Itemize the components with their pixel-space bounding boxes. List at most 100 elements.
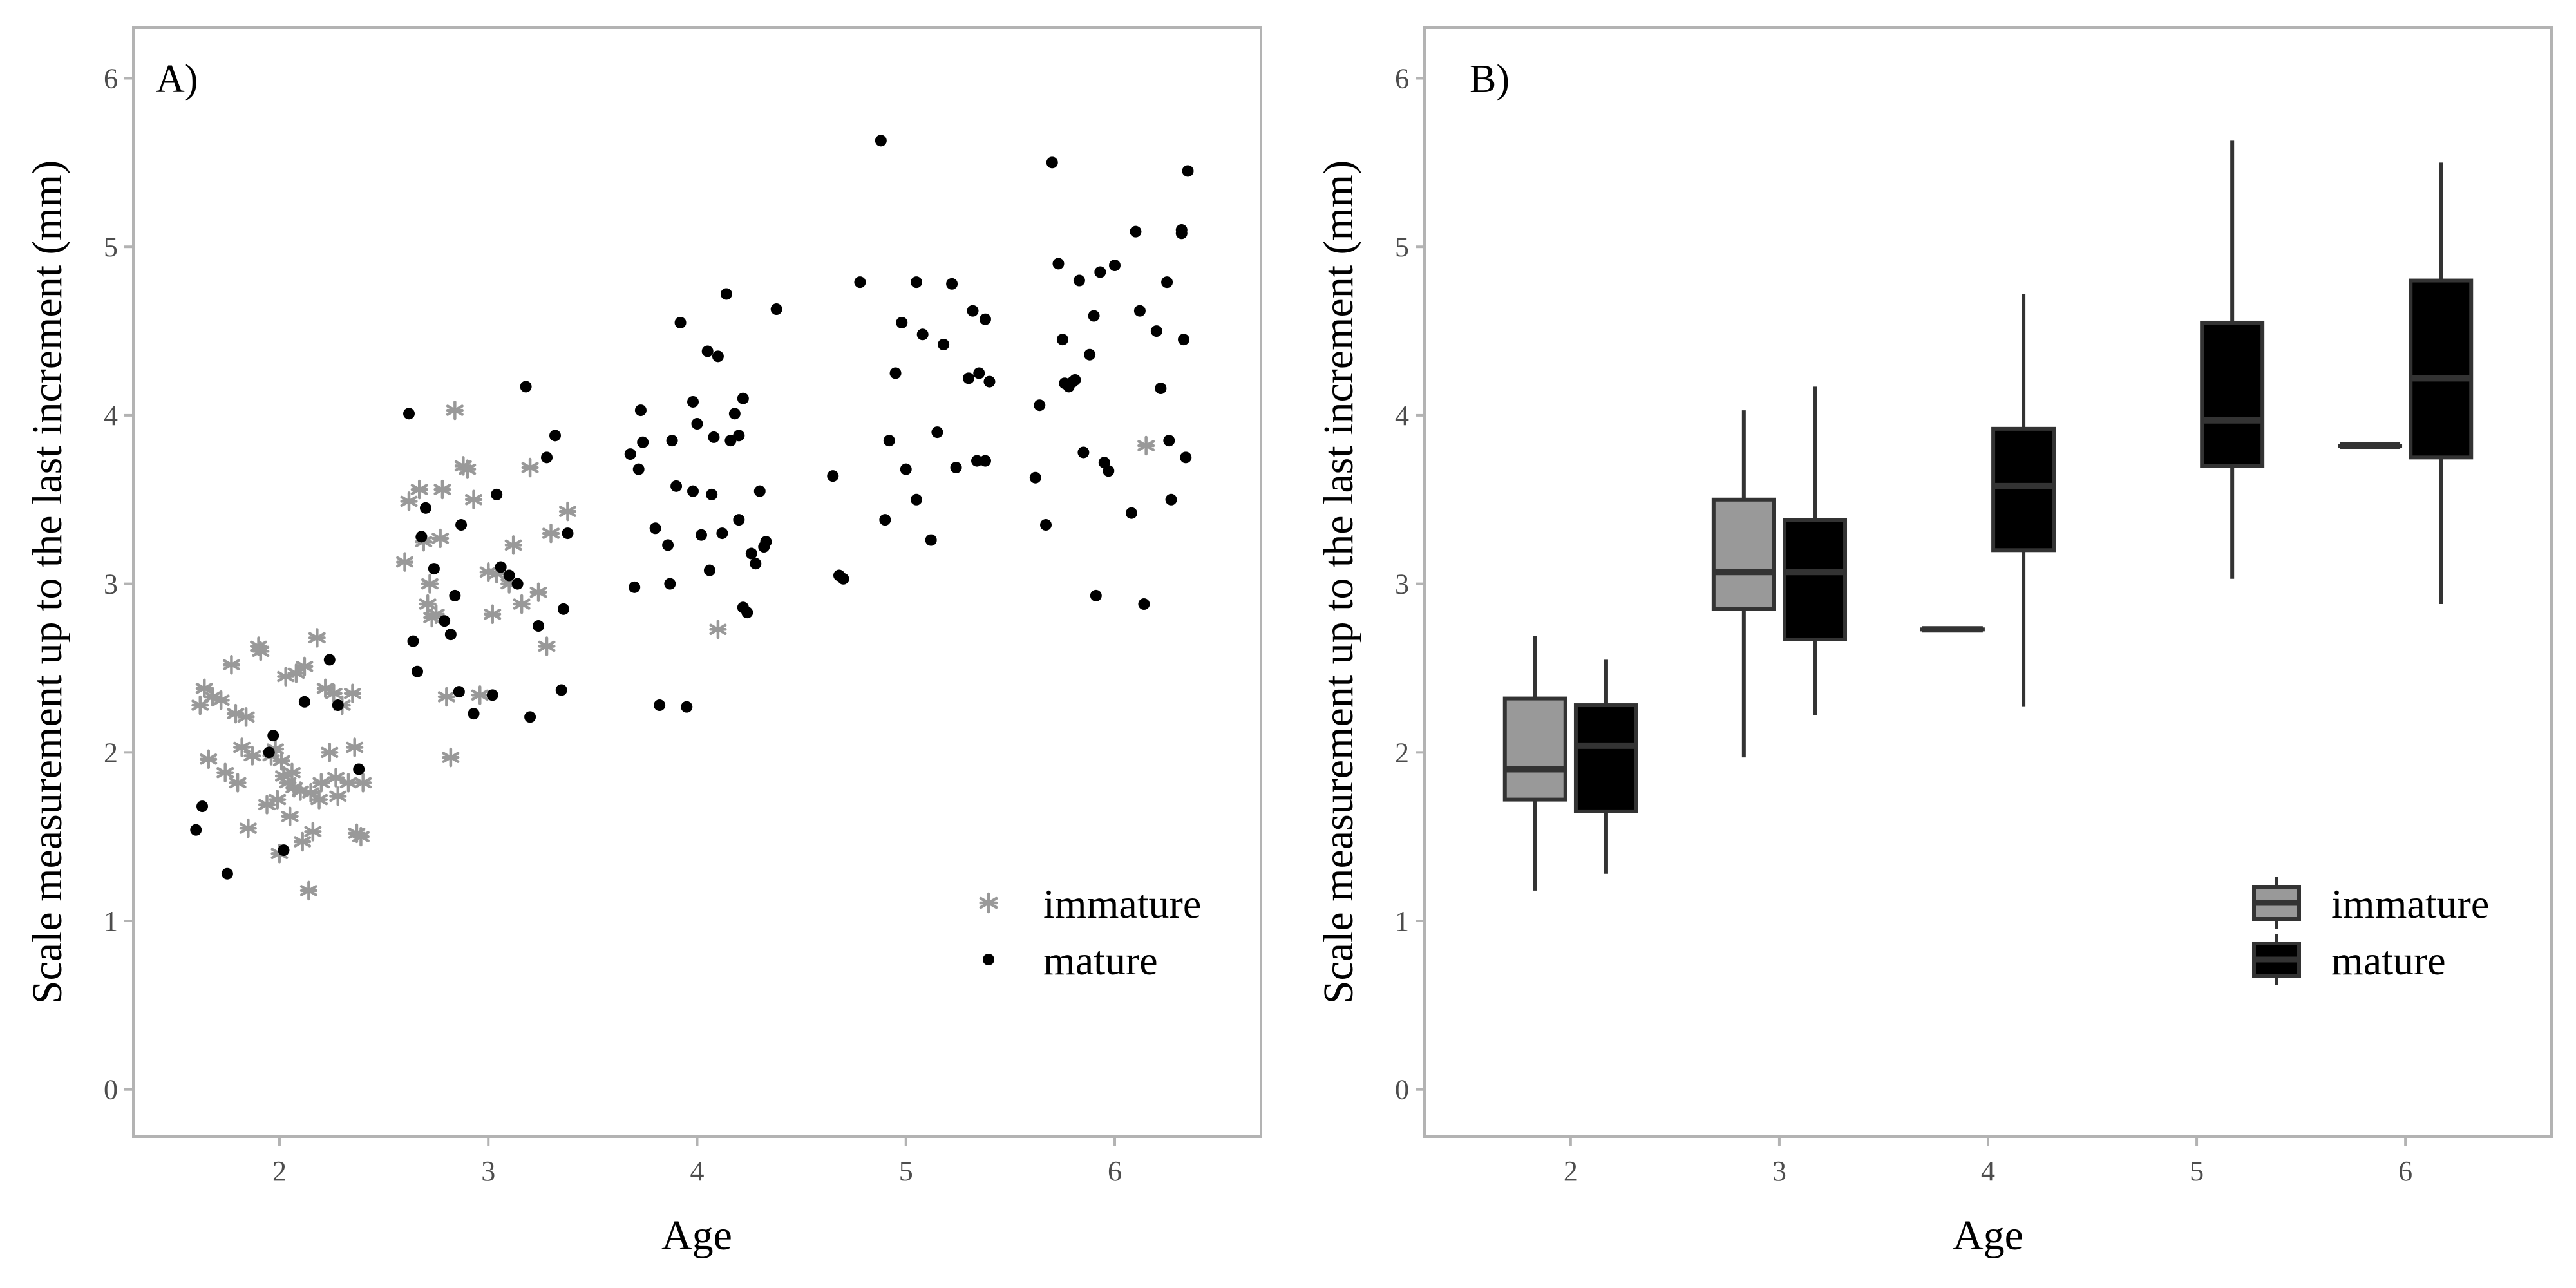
point-mature [1103, 465, 1115, 477]
point-mature [1046, 156, 1058, 169]
point-immature [446, 400, 464, 421]
x-tick-label: 2 [1564, 1155, 1578, 1187]
point-immature [1137, 435, 1155, 456]
legend-b-box-immature-icon [2252, 877, 2301, 929]
point-immature [312, 773, 330, 793]
panel-a: A) 0 1 2 3 4 5 6 2 3 4 5 6 Age Scale measurement u… [24, 26, 1262, 1259]
point-mature [634, 404, 647, 417]
point-mature [524, 711, 536, 723]
point-mature [979, 313, 991, 325]
point-mature [629, 581, 641, 593]
panel-a-x-ticks: 2 3 4 5 6 [272, 1137, 1122, 1187]
box-age3-mature [1783, 386, 1848, 715]
point-mature [468, 708, 480, 720]
point-mature [415, 531, 428, 543]
y-tick-label: 5 [104, 231, 118, 263]
point-mature [196, 800, 209, 813]
x-tick-label: 2 [272, 1155, 287, 1187]
box-age2-mature [1573, 659, 1638, 874]
point-mature [1109, 260, 1121, 271]
point-mature [411, 665, 423, 677]
panel-b-y-ticks: 0 1 2 3 4 5 6 [1395, 63, 1425, 1106]
point-immature [504, 535, 522, 555]
point-mature [221, 867, 233, 880]
point-immature [233, 737, 251, 757]
point-mature [263, 746, 275, 759]
panel-a-x-axis-title: Age [661, 1212, 732, 1259]
point-mature [1088, 310, 1100, 322]
point-mature [190, 824, 202, 836]
point-immature [343, 683, 362, 703]
box-body [1711, 497, 1776, 611]
y-tick-label: 0 [104, 1074, 118, 1106]
legend-b-label-mature: mature [2331, 938, 2446, 983]
point-mature [1130, 225, 1142, 238]
legend-a-asterisk-icon [979, 892, 998, 914]
point-immature [484, 604, 502, 624]
box-body [1502, 696, 1567, 802]
point-mature [1155, 383, 1167, 395]
point-immature [310, 790, 328, 810]
point-mature [896, 316, 908, 328]
point-mature [983, 375, 996, 388]
y-tick-label: 3 [104, 569, 118, 600]
point-immature [410, 479, 428, 500]
y-tick-label: 4 [104, 400, 118, 431]
point-immature [302, 782, 320, 803]
legend-a-label-immature: immature [1043, 881, 1201, 927]
point-immature [431, 528, 450, 549]
panel-a-legend: immature mature [979, 881, 1201, 983]
point-mature [419, 502, 431, 514]
legend-a-label-mature: mature [1043, 938, 1158, 983]
point-mature [931, 426, 943, 439]
point-mature [1077, 446, 1090, 459]
point-immature [308, 628, 326, 648]
point-mature [407, 635, 419, 647]
point-mature [687, 395, 699, 408]
y-tick-label: 4 [1395, 400, 1409, 431]
point-mature [403, 408, 415, 420]
y-tick-label: 6 [1395, 63, 1409, 95]
point-immature [272, 751, 290, 771]
panel-b-tag: B) [1470, 57, 1510, 101]
point-mature [491, 488, 503, 500]
point-mature [900, 463, 912, 475]
panel-a-y-ticks: 0 1 2 3 4 5 6 [104, 63, 133, 1106]
y-tick-label: 1 [1395, 905, 1409, 937]
point-mature [737, 392, 749, 404]
point-mature [555, 684, 567, 696]
point-mature [520, 381, 532, 393]
panel-b: B) 0 1 2 3 4 5 6 2 3 4 5 6 Age Scale measurement u… [1315, 26, 2553, 1259]
point-immature [299, 880, 317, 901]
point-mature [664, 578, 676, 590]
point-immature [352, 826, 370, 847]
point-mature [967, 305, 979, 317]
point-immature [325, 683, 343, 703]
point-immature [191, 695, 209, 715]
point-mature [1180, 451, 1192, 464]
point-immature [252, 641, 270, 661]
y-tick-label: 2 [104, 737, 118, 768]
legend-a-key-immature [979, 892, 998, 914]
panel-a-tag: A) [156, 57, 198, 101]
point-immature [239, 818, 257, 838]
y-tick-label: 0 [1395, 1074, 1409, 1106]
point-mature [979, 455, 991, 467]
box-age3-immature [1711, 410, 1776, 758]
box-body [2409, 278, 2474, 460]
point-mature [1161, 276, 1173, 289]
point-mature [720, 288, 732, 300]
legend-a-key-mature [983, 954, 994, 965]
y-tick-label: 6 [104, 63, 118, 95]
y-tick-label: 5 [1395, 231, 1409, 263]
point-mature [453, 686, 465, 698]
point-mature [662, 539, 674, 551]
point-immature [294, 831, 312, 852]
panel-b-y-axis-title: Scale measurement up to the last increme… [1315, 160, 1362, 1004]
point-mature [916, 328, 929, 341]
point-mature [511, 578, 524, 590]
point-mature [637, 436, 649, 448]
point-mature [770, 303, 782, 316]
box-body [1991, 426, 2056, 553]
